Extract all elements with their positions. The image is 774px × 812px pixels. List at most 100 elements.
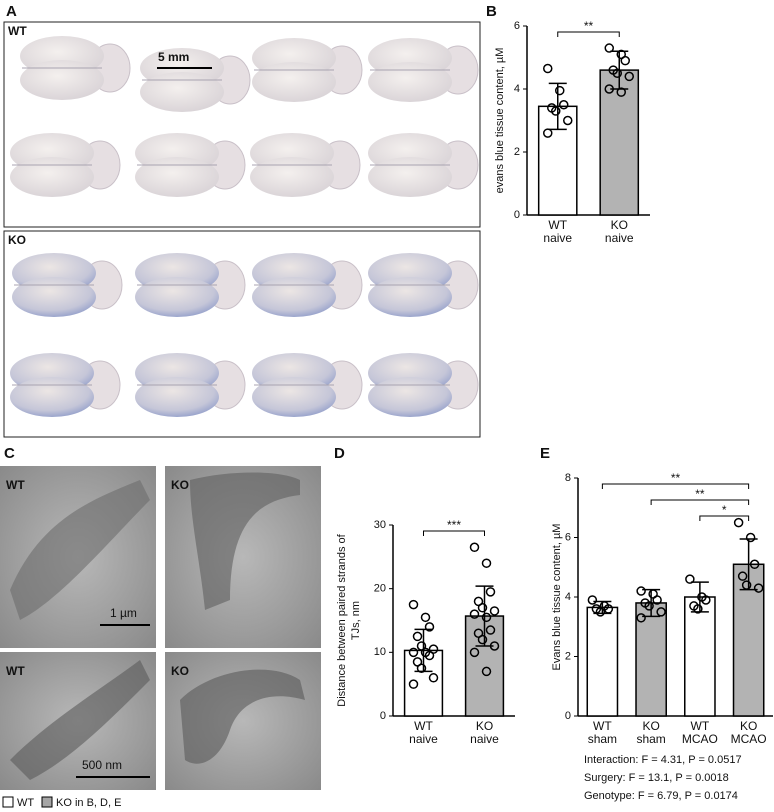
brain: [252, 253, 363, 317]
data-point: [477, 634, 488, 645]
data-point: [543, 128, 553, 138]
data-point: [652, 595, 662, 605]
significance-label: **: [671, 471, 681, 485]
em-label: WT: [6, 664, 25, 678]
brain: [252, 353, 363, 417]
data-point: [543, 63, 553, 74]
data-point: [481, 612, 492, 623]
y-tick-label: 0: [514, 209, 520, 221]
data-point: [485, 625, 496, 635]
data-point: [416, 663, 427, 673]
brain: [10, 353, 121, 417]
x-tick-label: WT: [691, 719, 710, 733]
data-point: [701, 595, 711, 605]
data-point: [685, 574, 695, 584]
data-point: [636, 586, 646, 596]
significance-bracket: [601, 483, 750, 489]
data-point: [733, 517, 744, 528]
data-point: [587, 595, 598, 605]
hemisphere: [135, 277, 219, 317]
brain: [12, 253, 123, 317]
stat-note: Genotype: F = 6.79, P = 0.0174: [584, 790, 738, 802]
x-tick-label: naive: [543, 231, 572, 245]
data-point: [469, 609, 480, 619]
data-point: [604, 84, 614, 94]
data-point: [469, 647, 480, 658]
hemisphere: [368, 62, 452, 102]
y-axis-label: TJs, nm: [350, 601, 362, 640]
data-point: [656, 607, 666, 617]
em-structure: [10, 480, 150, 620]
hemisphere: [135, 377, 219, 417]
data-point: [749, 559, 760, 570]
significance-label: **: [695, 487, 705, 501]
data-point: [620, 55, 630, 66]
y-tick-label: 2: [514, 146, 520, 158]
stat-note: Interaction: F = 4.31, P = 0.0517: [584, 754, 742, 766]
y-tick-label: 6: [514, 20, 520, 32]
y-tick-label: 10: [374, 646, 386, 658]
hemisphere: [368, 157, 452, 197]
data-point: [408, 599, 419, 610]
y-tick-label: 4: [514, 83, 520, 95]
panel-letter: A: [6, 3, 17, 20]
brain-photos: [3, 21, 481, 438]
data-point: [477, 603, 488, 613]
hemisphere: [252, 277, 336, 317]
data-point: [603, 604, 614, 614]
y-tick-label: 0: [565, 710, 571, 722]
em-label: WT: [6, 478, 25, 492]
data-point: [424, 622, 435, 632]
x-tick-label: naive: [409, 732, 438, 746]
panel-letter: E: [540, 445, 550, 462]
y-axis-label: evans blue tissue content, µM: [494, 48, 506, 194]
y-tick-label: 20: [374, 583, 386, 595]
data-point: [555, 85, 565, 96]
hemisphere: [135, 157, 219, 197]
data-point: [428, 673, 439, 683]
x-tick-label: WT: [414, 719, 433, 733]
y-tick-label: 2: [565, 650, 571, 662]
brain: [250, 133, 361, 197]
hemisphere: [252, 62, 336, 102]
hemisphere: [252, 377, 336, 417]
significance-label: **: [584, 19, 594, 33]
data-point: [481, 666, 492, 677]
x-tick-label: WT: [593, 719, 612, 733]
stat-note: Surgery: F = 13.1, P = 0.0018: [584, 772, 729, 784]
data-point: [559, 100, 569, 110]
group-label: WT: [8, 24, 27, 38]
brain: [252, 38, 363, 102]
hemisphere: [10, 157, 94, 197]
data-point: [481, 558, 492, 568]
x-tick-label: naive: [605, 231, 634, 245]
hemisphere: [368, 277, 452, 317]
em-label: KO: [171, 664, 189, 678]
x-tick-label: KO: [740, 719, 757, 733]
data-point: [408, 679, 419, 689]
x-tick-label: naive: [470, 732, 499, 746]
data-point: [616, 87, 626, 97]
hemisphere: [12, 277, 96, 317]
significance-label: *: [722, 503, 727, 517]
x-tick-label: MCAO: [682, 732, 718, 746]
data-point: [741, 580, 752, 590]
bar: [684, 596, 716, 717]
data-point: [753, 583, 764, 593]
em-images: [0, 466, 321, 790]
brain: [368, 253, 479, 317]
hemisphere: [10, 377, 94, 417]
x-tick-label: WT: [548, 218, 567, 232]
hemisphere: [368, 377, 452, 417]
data-point: [563, 115, 573, 126]
significance-bracket: [423, 530, 485, 536]
panel-letter: B: [486, 3, 497, 20]
panel-letter: D: [334, 445, 345, 462]
y-tick-label: 4: [565, 591, 571, 603]
x-tick-label: MCAO: [731, 732, 767, 746]
y-tick-label: 8: [565, 472, 571, 484]
significance-bracket: [557, 31, 620, 37]
group-label: KO: [8, 233, 26, 247]
x-tick-label: KO: [642, 719, 659, 733]
